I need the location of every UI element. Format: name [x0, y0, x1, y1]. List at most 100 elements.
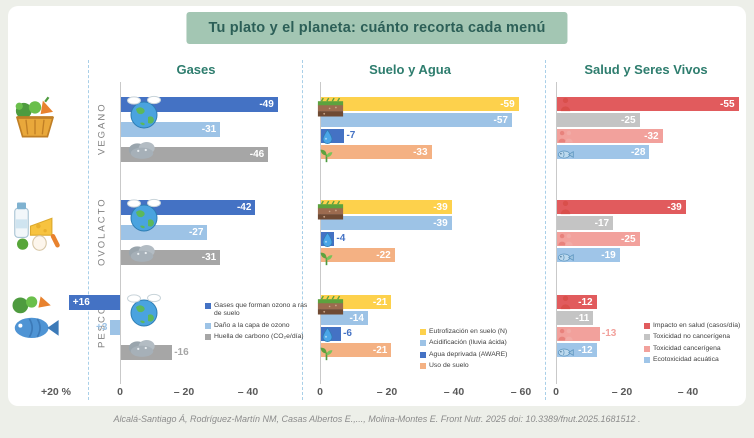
page-title: Tu plato y el planeta: cuánto recorta ca…: [186, 12, 568, 44]
chart-bar-labeled: -21: [321, 343, 392, 357]
soil-layers-icon: [317, 292, 344, 319]
legend-label: Daño a la capa de ozono: [214, 321, 290, 329]
legend: Gases que forman ozono a ras de suelo Dañ…: [205, 302, 309, 345]
co2-cloud-icon: [127, 237, 157, 267]
legend-swatch: [420, 351, 426, 358]
bar-value-label: -16: [174, 347, 189, 358]
legend: Impacto en salud (casos/día) Toxicidad no…: [644, 322, 754, 368]
panel-title-2: Suelo y Agua: [369, 62, 451, 77]
sprout-icon: [319, 251, 334, 266]
legend-swatch: [205, 303, 211, 309]
legend-label: Uso de suelo: [429, 362, 469, 370]
bar-value-label: -4: [336, 233, 346, 244]
person-red-icon: [558, 97, 573, 112]
panel-title-1: Gases: [176, 62, 216, 77]
legend-label: Impacto en salud (casos/día): [653, 322, 741, 329]
soil-layers-icon: [317, 94, 344, 121]
legend-swatch: [205, 334, 211, 341]
chart-bar-labeled: -32: [557, 129, 663, 143]
chart-bar-labeled: -39: [557, 200, 686, 214]
legend-swatch: [644, 357, 650, 364]
chart-bar-labeled: -25: [557, 113, 640, 127]
chart-bar-labeled: -57: [321, 113, 512, 127]
axis-tick-label: 0: [317, 386, 323, 398]
chart-bar: [110, 320, 120, 335]
fish-blue-icon: [557, 249, 574, 266]
axis-tick-label: – 60: [510, 386, 532, 398]
chart-bar-labeled: -39: [321, 216, 452, 230]
bar-value-label: +3: [95, 322, 108, 333]
chart-bar-labeled: -11: [557, 311, 594, 325]
axis-tick-label: – 20: [376, 386, 398, 398]
legend-item: Eutrofización en suelo (N): [420, 328, 542, 336]
fish-veg-icon: [8, 288, 62, 352]
legend-item: Gases que forman ozono a ras de suelo: [205, 302, 309, 319]
people-pink-icon: [557, 326, 574, 343]
chart-bar-labeled: -59: [321, 97, 519, 111]
legend-item: Huella de carbono (CO₂e/día): [205, 333, 309, 341]
legend-swatch: [420, 363, 426, 370]
bar-value-label: -13: [601, 328, 617, 339]
axis-tick-label: 0: [117, 386, 123, 398]
chart-bar-labeled: +16: [68, 295, 120, 310]
sprout-icon: [319, 346, 334, 361]
chart-bar-labeled: -55: [557, 97, 739, 111]
chart-bar-labeled: -17: [557, 216, 614, 230]
fish-blue-icon: [557, 146, 574, 163]
earth-clouds-icon: [126, 292, 162, 328]
legend-item: Uso de suelo: [420, 362, 542, 370]
chart-bar-labeled: -33: [321, 145, 432, 159]
legend-label: Toxicidad no cancerígena: [653, 333, 731, 341]
dairy-eggs-icon: [8, 193, 62, 257]
legend-item: Daño a la capa de ozono: [205, 322, 309, 330]
bar-value-label: -6: [343, 328, 352, 339]
panel-separator: [545, 60, 546, 400]
panel-separator: [88, 60, 89, 400]
diet-label-ovolacto: OVOLACTO: [96, 197, 108, 266]
legend-label: Acidificación (lluvia ácida): [429, 339, 507, 347]
axis-tick-label: 0: [553, 386, 559, 398]
fish-blue-icon: [557, 344, 574, 361]
panel-separator: [302, 60, 303, 400]
zero-axis-line: [120, 82, 121, 384]
water-drop-icon: [320, 232, 335, 247]
legend-swatch: [205, 322, 211, 329]
legend-swatch: [420, 340, 426, 347]
veggies-basket-icon: [8, 90, 62, 154]
panel-title-3: Salud y Seres Vivos: [584, 62, 708, 77]
axis-tick-label: +20 %: [40, 386, 72, 398]
co2-cloud-icon: [127, 134, 157, 164]
legend: Eutrofización en suelo (N) Acidificación …: [420, 328, 542, 374]
people-pink-icon: [557, 231, 574, 248]
people-pink-icon: [557, 128, 574, 145]
legend-label: Eutrofización en suelo (N): [429, 328, 508, 335]
sprout-icon: [319, 148, 334, 163]
legend-swatch: [644, 334, 650, 341]
chart-bar-labeled: -28: [557, 145, 650, 159]
axis-tick-label: – 20: [173, 386, 195, 398]
person-red-icon: [558, 295, 573, 310]
citation-text: Alcalá-Santiago Á, Rodríguez-Martín NM, …: [113, 414, 641, 424]
legend-label: Huella de carbono (CO₂e/día): [214, 333, 304, 341]
co2-cloud-icon: [127, 332, 157, 362]
legend-item: Impacto en salud (casos/día): [644, 322, 754, 330]
legend-item: Agua deprivada (AWARE): [420, 351, 542, 359]
earth-clouds-icon: [126, 94, 162, 130]
legend-item: Acidificación (lluvia ácida): [420, 339, 542, 347]
legend-swatch: [644, 345, 650, 352]
legend-swatch: [420, 329, 426, 335]
diet-label-vegano: VEGANO: [96, 102, 108, 155]
axis-tick-label: – 20: [611, 386, 633, 398]
legend-item: Toxicidad no cancerígena: [644, 333, 754, 341]
water-drop-icon: [320, 327, 335, 342]
legend-item: Toxicidad cancerígena: [644, 345, 754, 353]
earth-clouds-icon: [126, 197, 162, 233]
zero-axis-line: [556, 82, 557, 384]
legend-label: Agua deprivada (AWARE): [429, 350, 508, 358]
legend-swatch: [644, 323, 650, 329]
chart-bar-labeled: -22: [321, 248, 395, 262]
axis-tick-label: – 40: [443, 386, 465, 398]
zero-axis-line: [320, 82, 321, 384]
axis-tick-label: – 40: [677, 386, 699, 398]
